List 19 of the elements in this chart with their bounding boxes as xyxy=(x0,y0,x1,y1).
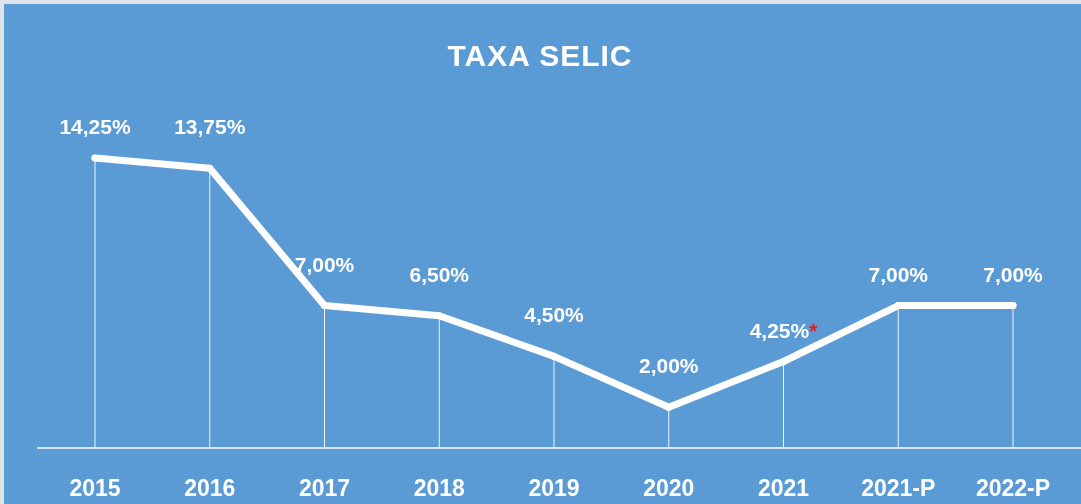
data-label: 6,50% xyxy=(409,262,470,286)
data-label: 4,25%* xyxy=(749,318,819,342)
data-label: 4,50% xyxy=(524,303,585,327)
data-label: 7,00% xyxy=(294,252,355,276)
chart-title: TAXA SELIC xyxy=(447,39,633,72)
data-label: 13,75% xyxy=(174,115,246,139)
data-label: 2,00% xyxy=(638,354,699,378)
x-tick-label: 2017 xyxy=(298,475,351,501)
data-label: 7,00% xyxy=(983,262,1044,286)
x-tick-label: 2021-P xyxy=(861,475,936,501)
x-tick-label: 2015 xyxy=(69,475,121,501)
x-tick-label: 2020 xyxy=(643,475,695,501)
data-label: 7,00% xyxy=(868,262,929,286)
x-tick-label: 2022-P xyxy=(975,475,1051,501)
x-tick-label: 2018 xyxy=(413,475,466,501)
x-tick-label: 2019 xyxy=(528,475,580,501)
x-tick-label: 2021 xyxy=(757,475,810,501)
x-tick-label: 2016 xyxy=(184,475,236,501)
data-label: 14,25% xyxy=(59,115,131,138)
